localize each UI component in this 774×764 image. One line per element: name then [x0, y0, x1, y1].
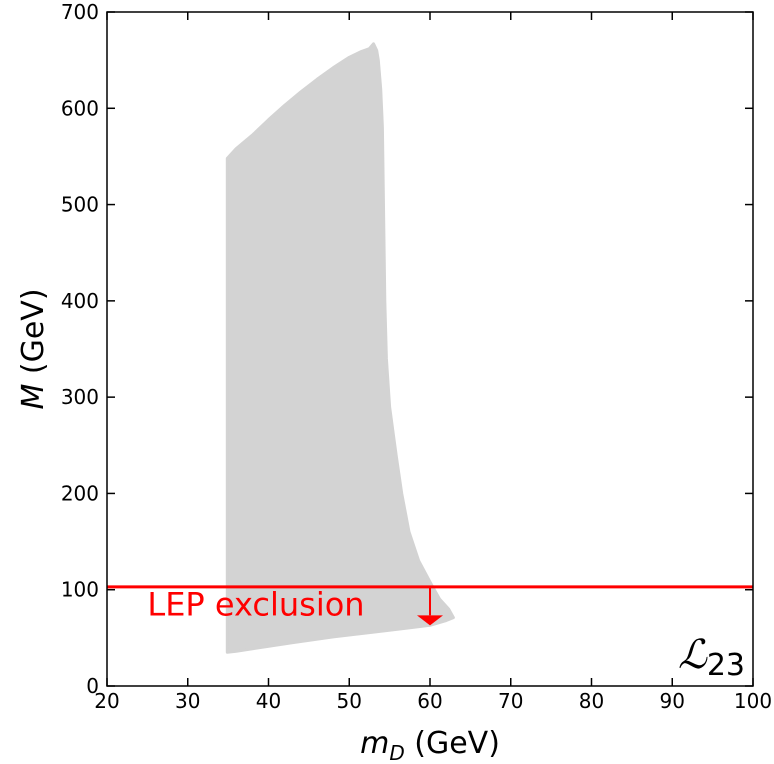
y-axis-label: M (GeV) [16, 288, 51, 409]
x-axis-label-sub: D [389, 741, 404, 764]
y-axis-label-unit: (GeV) [16, 288, 51, 383]
x-axis-label-main: m [360, 726, 389, 761]
panel-label-main: ℒ [678, 632, 708, 678]
x-tick-label: 40 [256, 689, 281, 713]
y-tick-label: 0 [86, 674, 99, 698]
plot-area [225, 42, 455, 654]
y-tick-label: 700 [61, 0, 99, 24]
y-tick-label: 100 [61, 578, 99, 602]
x-tick-label: 20 [94, 689, 119, 713]
x-axis-ticks: 20 30 40 50 60 70 80 90 100 [94, 12, 772, 713]
panel-label: ℒ23 [678, 632, 745, 683]
x-tick-label: 80 [579, 689, 604, 713]
x-tick-label: 70 [498, 689, 523, 713]
x-axis-label-unit: (GeV) [405, 726, 500, 761]
y-axis-ticks: 0 100 200 300 400 500 600 700 [61, 0, 753, 698]
y-tick-label: 400 [61, 289, 99, 313]
x-tick-label: 100 [734, 689, 772, 713]
x-tick-label: 50 [337, 689, 362, 713]
y-tick-label: 300 [61, 385, 99, 409]
x-tick-label: 60 [417, 689, 442, 713]
lep-exclusion-arrow [417, 586, 443, 626]
x-tick-label: 30 [175, 689, 200, 713]
x-tick-label: 90 [660, 689, 685, 713]
y-axis-label-main: M [16, 384, 51, 410]
x-axis-label: mD (GeV) [360, 726, 500, 764]
y-tick-label: 600 [61, 96, 99, 120]
panel-label-sub: 23 [707, 648, 745, 683]
allowed-region-area [225, 42, 455, 654]
lep-exclusion-label: LEP exclusion [147, 586, 364, 624]
y-tick-label: 500 [61, 193, 99, 217]
y-tick-label: 200 [61, 481, 99, 505]
arrow-head [417, 615, 443, 626]
